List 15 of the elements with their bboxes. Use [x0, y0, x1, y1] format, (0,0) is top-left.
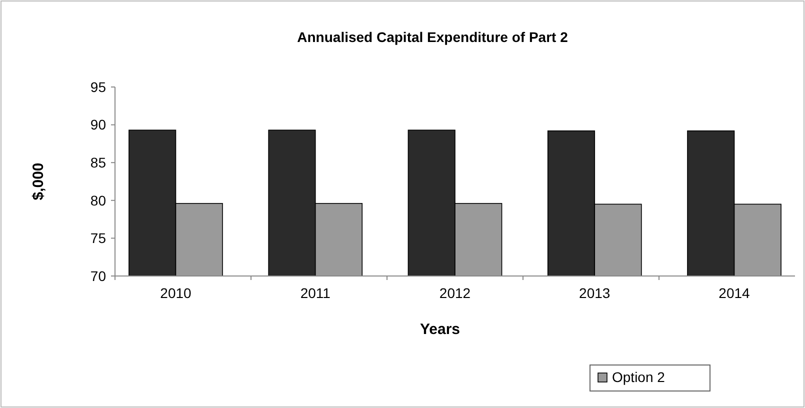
y-tick-label: 75 [90, 230, 106, 246]
y-tick-label: 95 [90, 78, 106, 95]
y-tick-label: 90 [90, 116, 106, 133]
y-tick-label: 85 [90, 154, 106, 170]
legend-label: Option 2 [612, 369, 666, 385]
x-tick-label: 2010 [160, 285, 192, 301]
y-tick-label: 70 [90, 268, 106, 284]
y-tick-label: 80 [90, 192, 106, 208]
x-tick-label: 2013 [579, 285, 610, 301]
x-axis-title: Years [420, 321, 460, 338]
chart-title: Annualised Capital Expenditure of Part 2 [297, 29, 568, 45]
y-axis-title: $,000 [30, 162, 47, 200]
x-tick-label: 2011 [300, 285, 331, 301]
x-tick-label: 2014 [718, 285, 750, 301]
x-tick-label: 2012 [439, 285, 471, 301]
